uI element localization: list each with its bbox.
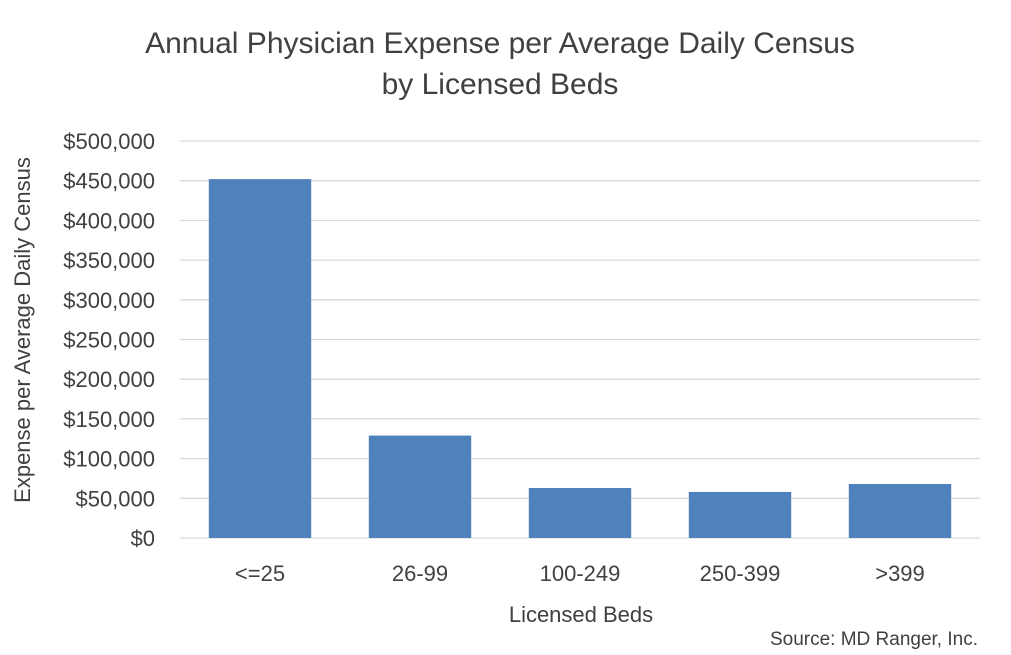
bar [528,487,632,538]
x-axis-title: Licensed Beds [509,602,653,627]
bar [688,491,792,538]
bar [368,435,472,538]
chart-title-line-1: Annual Physician Expense per Average Dai… [145,27,855,60]
x-tick-label: >399 [875,561,925,586]
x-tick-label: 100-249 [540,561,621,586]
y-tick-label: $50,000 [75,486,155,511]
bar [208,179,312,538]
x-tick-label: <=25 [235,561,285,586]
y-tick-label: $400,000 [63,208,155,233]
y-tick-label: $0 [131,526,155,551]
bar [848,484,952,538]
y-tick-label: $100,000 [63,447,155,472]
x-axis-tick-labels: <=25 26-99 100-249 250-399 >399 [235,561,925,586]
bars [208,179,952,538]
y-axis-tick-labels: $0 $50,000 $100,000 $150,000 $200,000 $250,00… [63,129,155,551]
x-tick-label: 26-99 [392,561,448,586]
y-tick-label: $500,000 [63,129,155,154]
y-tick-label: $150,000 [63,407,155,432]
y-tick-label: $350,000 [63,248,155,273]
chart-title-line-2: by Licensed Beds [382,68,619,101]
y-axis-title: Expense per Average Daily Census [10,157,35,503]
y-tick-label: $200,000 [63,367,155,392]
gridlines [180,140,980,539]
y-tick-label: $450,000 [63,169,155,194]
source-note: Source: MD Ranger, Inc. [770,629,978,650]
y-tick-label: $300,000 [63,288,155,313]
x-tick-label: 250-399 [700,561,781,586]
y-tick-label: $250,000 [63,328,155,353]
